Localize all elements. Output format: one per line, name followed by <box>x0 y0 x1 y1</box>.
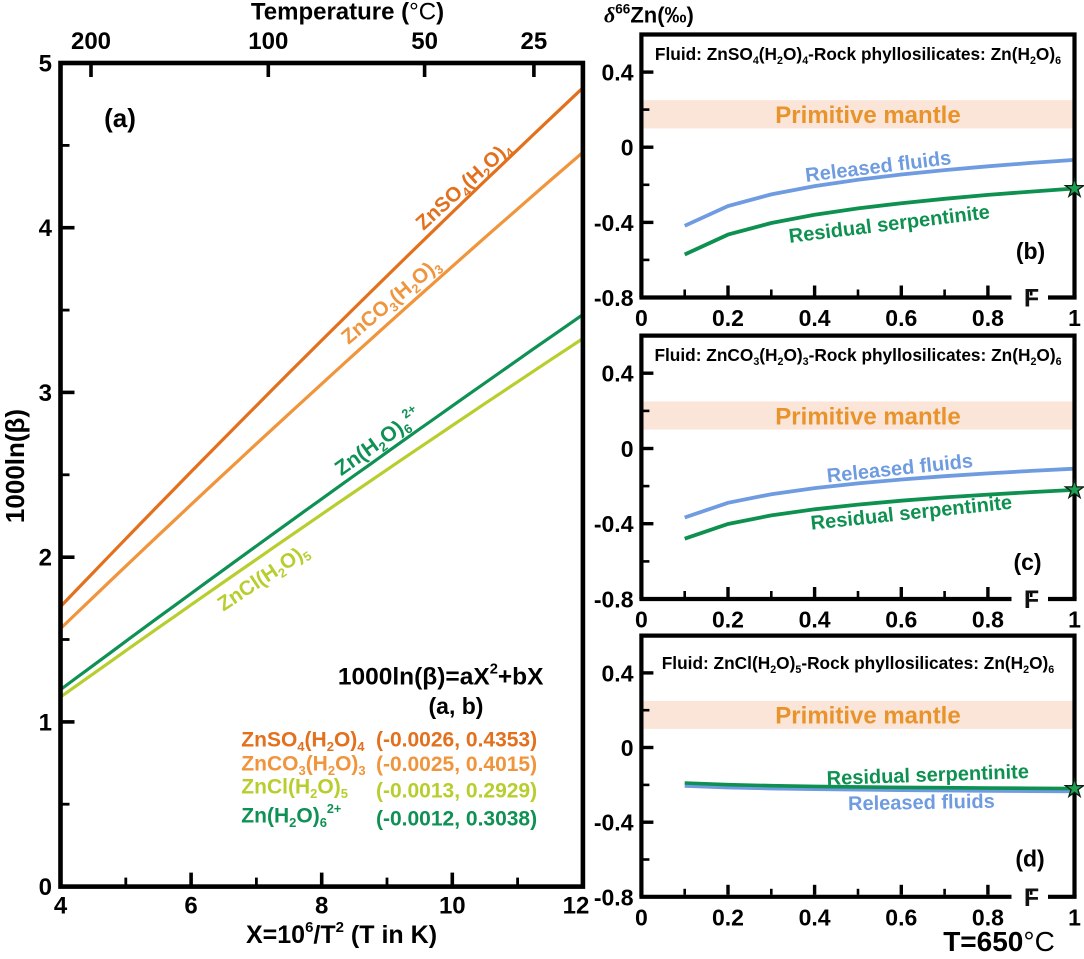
svg-text:0.8: 0.8 <box>972 305 1004 331</box>
svg-text:2: 2 <box>39 545 52 572</box>
svg-text:25: 25 <box>521 28 548 55</box>
svg-text:0.6: 0.6 <box>885 305 917 331</box>
svg-text:1000ln(β)=aX2​+bX: 1000ln(β)=aX2​+bX <box>338 662 544 691</box>
svg-text:F: F <box>1024 884 1039 912</box>
svg-text:(-0.0013, 0.2929): (-0.0013, 0.2929) <box>376 780 537 803</box>
svg-text:0: 0 <box>635 305 648 331</box>
svg-text:6: 6 <box>184 893 197 920</box>
svg-text:Temperature (°C): Temperature (°C) <box>251 0 444 26</box>
svg-text:(-0.0026, 0.4353): (-0.0026, 0.4353) <box>376 729 537 752</box>
svg-text:(a, b): (a, b) <box>429 693 484 719</box>
svg-text:Fluid: ZnCO3​(H2​O)3​-Rock phy: Fluid: ZnCO3​(H2​O)3​-Rock phyllosilicat… <box>654 345 1061 368</box>
svg-text:3: 3 <box>39 380 52 407</box>
svg-text:0.4: 0.4 <box>602 60 634 86</box>
svg-text:1: 1 <box>1068 904 1081 930</box>
svg-text:4: 4 <box>39 215 53 242</box>
svg-text:5: 5 <box>39 51 52 78</box>
svg-text:8: 8 <box>315 893 328 920</box>
svg-text:0: 0 <box>621 135 634 161</box>
svg-text:1: 1 <box>1068 305 1081 331</box>
svg-text:4: 4 <box>54 893 68 920</box>
svg-text:(-0.0025, 0.4015): (-0.0025, 0.4015) <box>376 753 537 776</box>
svg-text:10: 10 <box>439 893 466 920</box>
svg-text:0.4: 0.4 <box>602 660 634 686</box>
svg-text:F: F <box>1024 586 1039 614</box>
svg-text:1: 1 <box>1068 607 1081 633</box>
svg-text:100: 100 <box>248 28 288 55</box>
svg-text:0.4: 0.4 <box>799 305 831 331</box>
svg-text:0.8: 0.8 <box>972 904 1004 930</box>
svg-text:-0.4: -0.4 <box>594 810 634 836</box>
svg-text:(c): (c) <box>1013 549 1041 575</box>
svg-text:0: 0 <box>621 436 634 462</box>
svg-text:Primitive mantle: Primitive mantle <box>775 102 960 129</box>
svg-text:0.4: 0.4 <box>602 361 634 387</box>
svg-text:-0.8: -0.8 <box>594 884 634 910</box>
svg-text:12: 12 <box>563 893 590 920</box>
svg-text:0.2: 0.2 <box>712 904 744 930</box>
svg-text:ZnCl(H2​O)5​: ZnCl(H2​O)5​ <box>241 776 348 802</box>
svg-text:Primitive mantle: Primitive mantle <box>775 703 960 730</box>
svg-text:0.2: 0.2 <box>712 607 744 633</box>
svg-text:(-0.0012, 0.3038): (-0.0012, 0.3038) <box>376 808 537 831</box>
svg-text:0.8: 0.8 <box>972 607 1004 633</box>
svg-text:F: F <box>1024 285 1039 313</box>
svg-text:δ66Zn(‰): δ66Zn(‰) <box>604 2 694 28</box>
svg-text:-0.8: -0.8 <box>594 285 634 311</box>
svg-text:0: 0 <box>635 904 648 930</box>
svg-text:(a): (a) <box>104 103 136 133</box>
svg-text:Fluid: ZnSO4​(H2​O)4​-Rock phy: Fluid: ZnSO4​(H2​O)4​-Rock phyllosilicat… <box>655 44 1061 67</box>
svg-text:0: 0 <box>39 874 52 901</box>
svg-text:Fluid: ZnCl(H2​O)5​-Rock phyll: Fluid: ZnCl(H2​O)5​-Rock phyllosilicates… <box>662 653 1055 676</box>
svg-text:200: 200 <box>71 28 111 55</box>
svg-text:0.6: 0.6 <box>885 904 917 930</box>
svg-text:1: 1 <box>39 709 52 736</box>
svg-text:50: 50 <box>411 28 438 55</box>
svg-text:0: 0 <box>635 607 648 633</box>
svg-text:1000ln(β): 1000ln(β) <box>0 409 30 523</box>
svg-text:T=650°C: T=650°C <box>943 926 1055 954</box>
svg-text:Released fluids: Released fluids <box>848 791 995 816</box>
svg-text:0.6: 0.6 <box>885 607 917 633</box>
svg-text:(d): (d) <box>1015 846 1044 872</box>
svg-text:-0.4: -0.4 <box>594 511 634 537</box>
svg-text:-0.8: -0.8 <box>594 587 634 613</box>
svg-text:Primitive mantle: Primitive mantle <box>775 403 960 430</box>
svg-text:0.2: 0.2 <box>712 305 744 331</box>
svg-text:0.4: 0.4 <box>799 607 831 633</box>
svg-text:0: 0 <box>621 735 634 761</box>
svg-text:0.4: 0.4 <box>799 904 831 930</box>
svg-text:-0.4: -0.4 <box>594 210 634 236</box>
svg-text:(b): (b) <box>1016 238 1045 264</box>
